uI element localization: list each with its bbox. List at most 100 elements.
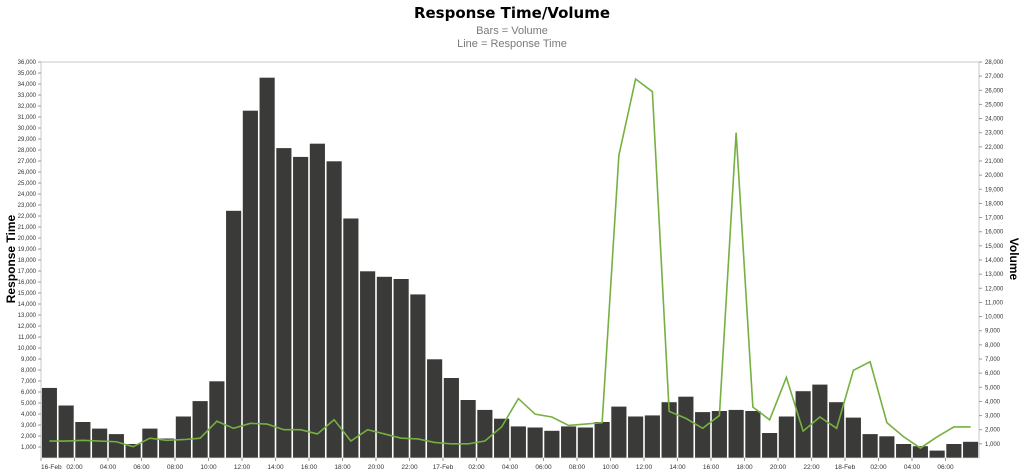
x-axis-tick-label: 04:00: [100, 464, 117, 471]
x-axis-tick-label: 14:00: [267, 464, 284, 471]
volume-bar: [845, 416, 862, 459]
x-axis-tick-label: 17-Feb: [433, 464, 454, 471]
right-axis-tick-label: 14,000: [985, 258, 1004, 264]
left-axis-tick-label: 28,000: [18, 148, 37, 154]
x-axis-tick-label: 10:00: [200, 464, 217, 471]
left-axis-tick-label: 5,000: [21, 401, 37, 407]
volume-bars: [41, 77, 979, 459]
x-axis-tick-label: 22:00: [401, 464, 418, 471]
right-axis-tick-label: 28,000: [985, 60, 1004, 66]
x-axis-tick-label: 08:00: [569, 464, 586, 471]
left-axis-tick-label: 3,000: [21, 423, 37, 429]
left-axis-tick-label: 16,000: [18, 280, 37, 286]
response-time-line: [49, 77, 971, 450]
left-axis-tick-label: 7,000: [21, 379, 37, 385]
volume-bar: [526, 426, 544, 459]
right-axis-tick-label: 15,000: [985, 244, 1004, 250]
volume-bar: [292, 156, 309, 459]
volume-bar: [158, 437, 175, 459]
chart-title: Response Time/Volume: [413, 4, 611, 22]
left-axis-tick-label: 11,000: [18, 335, 37, 341]
left-axis-tick-label: 18,000: [18, 258, 37, 264]
x-axis-tick-label: 12:00: [636, 464, 653, 471]
left-axis-tick-label: 21,000: [18, 225, 37, 231]
volume-bar: [208, 380, 226, 459]
left-axis-tick-label: 31,000: [18, 115, 37, 121]
right-axis-tick-label: 4,000: [985, 399, 1001, 405]
right-axis-tick-label: 13,000: [985, 272, 1004, 278]
volume-bar: [392, 278, 410, 459]
right-axis-tick-label: 18,000: [985, 201, 1004, 207]
volume-bar: [258, 77, 276, 459]
right-axis-tick-label: 5,000: [985, 385, 1001, 391]
x-axis-tick-label: 06:00: [535, 464, 552, 471]
x-axis-tick-label: 12:00: [234, 464, 251, 471]
volume-bar: [476, 409, 494, 459]
left-axis: 1,000 2,000 3,000 4,000 5,000 6,000 7,000 8,000…: [18, 60, 41, 451]
x-axis-tick-label: 06:00: [133, 464, 150, 471]
left-axis-tick-label: 9,000: [21, 357, 37, 363]
right-axis-tick-label: 19,000: [985, 187, 1004, 193]
volume-bar: [962, 441, 979, 459]
volume-bar: [443, 377, 460, 459]
left-axis-tick-label: 17,000: [18, 269, 37, 275]
left-axis-tick-label: 4,000: [21, 412, 37, 418]
volume-bar: [711, 410, 728, 459]
right-axis-tick-label: 26,000: [985, 88, 1004, 94]
right-axis-tick-label: 11,000: [985, 300, 1004, 306]
volume-bar: [593, 421, 611, 459]
volume-bar: [309, 143, 326, 459]
right-axis-tick-label: 23,000: [985, 131, 1004, 137]
x-axis: 16-Feb 02:00 04:00 06:00 08:00 10:00 12:00 14:0…: [40, 458, 954, 471]
volume-bar: [560, 425, 577, 459]
volume-bar: [91, 427, 108, 459]
x-axis-tick-label: 06:00: [937, 464, 954, 471]
left-axis-tick-label: 27,000: [18, 159, 37, 165]
x-axis-tick-label: 22:00: [803, 464, 820, 471]
left-axis-tick-label: 23,000: [18, 203, 37, 209]
volume-bar: [342, 217, 360, 459]
right-axis-tick-label: 9,000: [985, 329, 1001, 335]
right-axis: 1,000 2,000 3,000 4,000 5,000 6,000 7,000 8,000…: [979, 60, 1004, 448]
left-axis-tick-label: 14,000: [18, 302, 37, 308]
volume-bar: [225, 210, 242, 459]
volume-bar: [325, 160, 343, 459]
volume-bar: [41, 387, 58, 459]
volume-bar: [928, 449, 946, 459]
chart-subtitle-line: Line = Response Time: [457, 38, 567, 50]
x-axis-tick-label: 10:00: [602, 464, 619, 471]
left-axis-tick-label: 32,000: [18, 104, 37, 110]
x-axis-tick-label: 14:00: [669, 464, 686, 471]
volume-bar: [141, 427, 159, 459]
x-axis-tick-label: 20:00: [770, 464, 787, 471]
x-axis-tick-label: 16:00: [301, 464, 318, 471]
x-axis-tick-label: 16:00: [703, 464, 720, 471]
volume-bar: [242, 110, 259, 459]
volume-bar: [577, 426, 594, 459]
left-axis-tick-label: 15,000: [18, 291, 37, 297]
volume-bar: [426, 358, 443, 459]
x-axis-tick-label: 02:00: [468, 464, 485, 471]
x-axis-tick-label: 04:00: [904, 464, 921, 471]
volume-bar: [610, 405, 628, 459]
volume-bar: [861, 433, 879, 459]
x-axis-tick-label: 16-Feb: [41, 464, 62, 471]
volume-bar: [878, 435, 896, 459]
right-axis-tick-label: 16,000: [985, 230, 1004, 236]
left-axis-tick-label: 1,000: [21, 445, 37, 451]
left-axis-tick-label: 33,000: [18, 93, 37, 99]
left-axis-tick-label: 25,000: [18, 181, 37, 187]
right-axis-tick-label: 24,000: [985, 117, 1004, 123]
volume-bar: [124, 443, 142, 459]
left-axis-tick-label: 2,000: [21, 434, 37, 440]
volume-bar: [493, 418, 510, 459]
left-axis-tick-label: 26,000: [18, 170, 37, 176]
volume-bar: [945, 443, 963, 459]
x-axis-tick-label: 20:00: [368, 464, 385, 471]
left-axis-tick-label: 20,000: [18, 236, 37, 242]
volume-bar: [175, 415, 192, 459]
left-axis-tick-label: 22,000: [18, 214, 37, 220]
x-axis-tick-label: 04:00: [502, 464, 519, 471]
plot-area: [40, 61, 980, 459]
